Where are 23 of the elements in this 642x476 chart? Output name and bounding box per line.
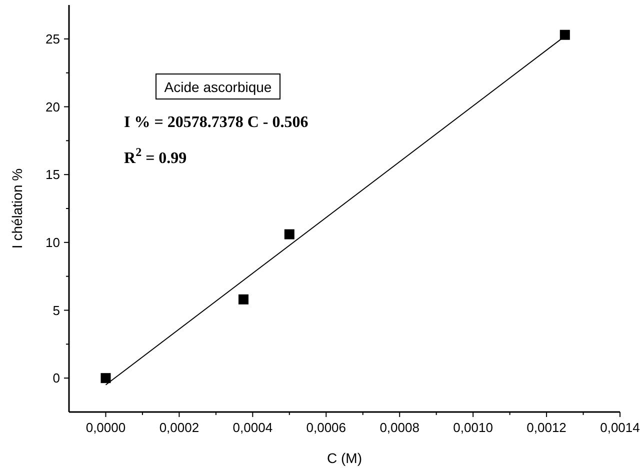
point [238, 294, 248, 304]
y-tick-label: 5 [52, 302, 60, 318]
point [100, 373, 111, 384]
y-tick-label: 25 [46, 31, 60, 46]
x-tick-label: 0,0012 [526, 420, 566, 435]
x-tick-label: 0,0010 [453, 420, 493, 435]
y-axis-title: I chélation % [9, 168, 25, 249]
y-tick-label: 20 [46, 99, 60, 114]
annotation: I % = 20578.7378 C - 0.506 [124, 114, 308, 131]
x-tick-label: 0,0006 [306, 420, 346, 435]
x-axis-title: C (M) [327, 450, 362, 466]
point [284, 229, 294, 240]
x-tick-label: 0,0004 [232, 420, 273, 435]
y-tick-label: 0 [52, 370, 60, 386]
annotation: R$^{2}$ = 0.99 [124, 145, 187, 167]
point [560, 30, 570, 40]
x-tick-label: 0,0000 [86, 420, 126, 435]
annotation: Acide ascorbique [164, 79, 272, 95]
y-tick-label: 10 [46, 234, 60, 250]
x-tick-label: 0,0002 [159, 420, 200, 435]
x-tick-label: 0,0008 [380, 420, 420, 435]
x-tick-label: 0,0014 [600, 420, 640, 435]
y-tick-label: 15 [46, 167, 60, 182]
